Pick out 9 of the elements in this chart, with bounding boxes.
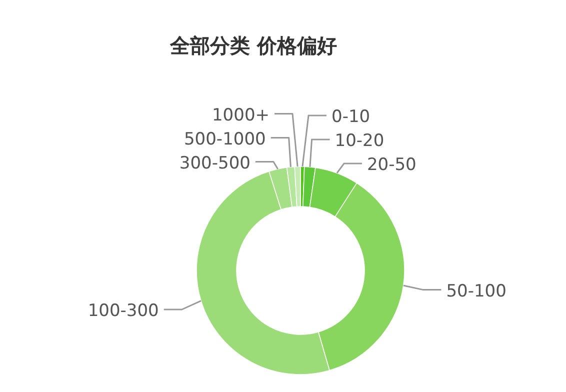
slice-label: 500-1000 xyxy=(184,129,266,150)
slice-label: 10-20 xyxy=(334,131,384,152)
slice-label: 100-300 xyxy=(88,301,159,321)
slice-label: 1000+ xyxy=(212,105,270,126)
slice-label: 0-10 xyxy=(332,107,370,128)
slice-label: 50-100 xyxy=(446,281,506,302)
slice-label: 20-50 xyxy=(366,155,416,176)
slice-label: 300-500 xyxy=(179,153,250,174)
chart-title: 全部分类 价格偏好 xyxy=(169,34,337,58)
